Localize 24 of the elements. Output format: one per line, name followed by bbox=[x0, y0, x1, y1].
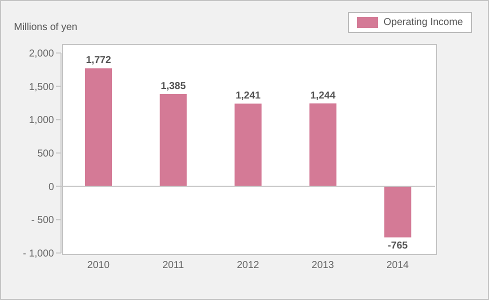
legend-label: Operating Income bbox=[384, 17, 463, 28]
x-tick-label: 2012 bbox=[236, 260, 260, 272]
y-tick-label: 1,500 bbox=[28, 82, 54, 93]
data-label: 1,244 bbox=[310, 90, 336, 102]
bar bbox=[309, 103, 336, 186]
x-tick-label: 2011 bbox=[162, 260, 184, 272]
bar bbox=[160, 94, 187, 186]
x-tick-label: 2010 bbox=[87, 260, 110, 272]
y-tick-label: - 500 bbox=[31, 215, 54, 226]
data-label: 1,772 bbox=[86, 55, 112, 66]
data-label: 1,385 bbox=[160, 81, 186, 92]
y-tick-label: - 1,000 bbox=[22, 248, 54, 260]
bar bbox=[85, 68, 112, 186]
data-label: 1,241 bbox=[236, 90, 262, 102]
y-tick-label: 0 bbox=[48, 182, 54, 193]
x-tick-label: 2013 bbox=[312, 260, 334, 272]
data-label: -765 bbox=[388, 240, 408, 252]
bar bbox=[234, 104, 262, 186]
x-tick-label: 2014 bbox=[386, 260, 410, 272]
y-axis-title: Millions of yen bbox=[14, 22, 78, 33]
y-tick-label: 1,000 bbox=[28, 115, 54, 126]
bar bbox=[384, 186, 412, 238]
y-tick-label: 500 bbox=[37, 148, 54, 160]
y-tick-label: 2,000 bbox=[28, 48, 54, 60]
